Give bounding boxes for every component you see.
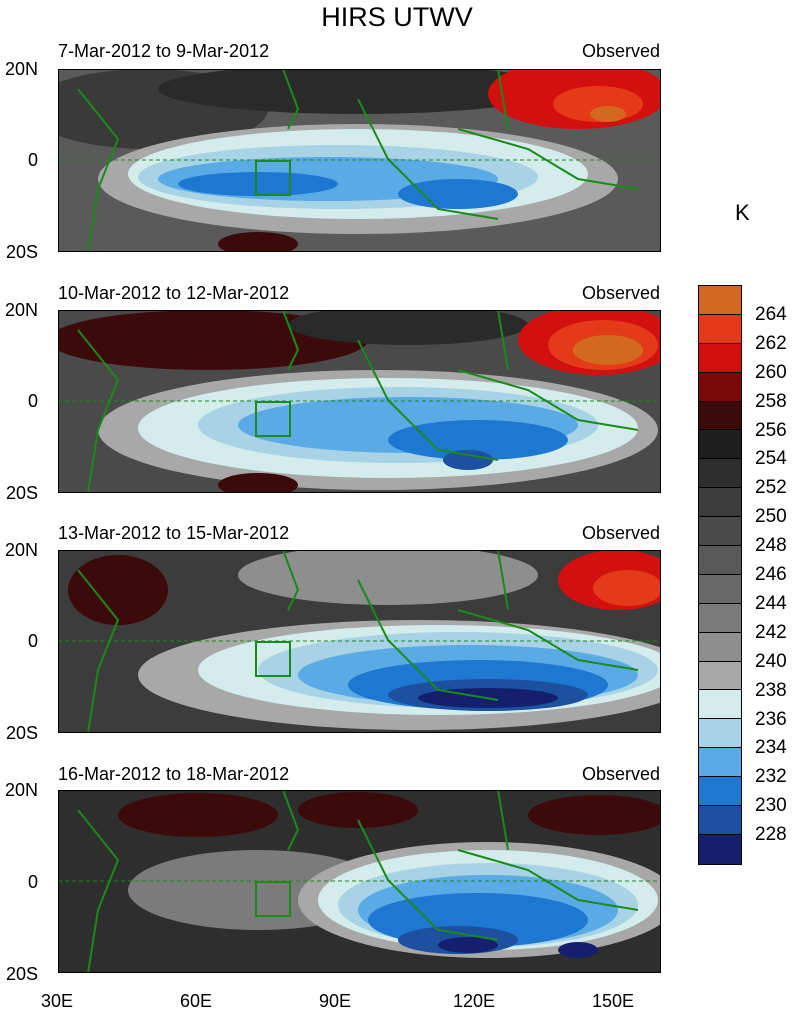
map-panel-2 [58, 310, 661, 493]
colorbar-level-label: 238 [755, 679, 787, 701]
colorbar-swatch [699, 632, 741, 662]
panel-4-lat-0: 0 [27, 872, 38, 892]
colorbar-level-label: 244 [755, 592, 787, 614]
panel-1-lat-20n: 20N [4, 59, 38, 79]
map-panel-1 [58, 69, 661, 252]
colorbar-swatch [699, 517, 741, 547]
colorbar-level-label: 228 [755, 824, 787, 846]
colorbar-level-label: 250 [755, 506, 787, 528]
colorbar [698, 285, 742, 865]
figure-title: HIRS UTWV [321, 2, 473, 32]
utwv-map-4 [58, 790, 661, 973]
colorbar-swatch [699, 459, 741, 489]
colorbar-swatch [699, 690, 741, 720]
panel-2-lat-0: 0 [27, 391, 38, 411]
colorbar-swatch [699, 574, 741, 604]
map-panel-4 [58, 790, 661, 973]
colorbar-level-label: 264 [755, 303, 787, 325]
colorbar-swatch [699, 777, 741, 807]
colorbar-swatch [699, 488, 741, 518]
panel-4-lat-20n: 20N [4, 780, 38, 800]
colorbar-level-label: 254 [755, 448, 787, 470]
utwv-map-3 [58, 550, 661, 733]
colorbar-swatch [699, 546, 741, 575]
panel-1-lat-0: 0 [27, 150, 38, 170]
panel-1-date-range: 7-Mar-2012 to 9-Mar-2012 [58, 41, 270, 61]
colorbar-swatch [699, 286, 741, 315]
colorbar-level-label: 258 [755, 390, 787, 412]
colorbar-swatch [699, 719, 741, 749]
colorbar-swatch [699, 748, 741, 778]
lon-label-120e: 120E [452, 991, 496, 1011]
colorbar-level-label: 262 [755, 332, 787, 354]
panel-3-lat-0: 0 [27, 631, 38, 651]
colorbar-level-label: 234 [755, 737, 787, 759]
colorbar-level-label: 230 [755, 795, 787, 817]
colorbar-swatch [699, 314, 741, 344]
lon-label-60e: 60E [179, 991, 213, 1011]
panel-1-tag: Observed [581, 41, 660, 61]
colorbar-swatch [699, 603, 741, 633]
panel-3-lat-20s: 20S [5, 723, 38, 743]
panel-4-tag: Observed [581, 764, 660, 784]
panel-1-lat-20s: 20S [5, 242, 38, 262]
colorbar-swatch [699, 430, 741, 460]
lon-label-90e: 90E [318, 991, 352, 1011]
colorbar-level-label: 256 [755, 419, 787, 441]
utwv-map-2 [58, 310, 661, 493]
colorbar-level-label: 246 [755, 564, 787, 585]
colorbar-swatch [699, 372, 741, 402]
map-panel-3 [58, 550, 661, 733]
colorbar-level-label: 252 [755, 477, 787, 499]
panel-4-date-range: 16-Mar-2012 to 18-Mar-2012 [58, 764, 290, 784]
panel-2-lat-20n: 20N [4, 300, 38, 320]
colorbar-level-label: 260 [755, 361, 787, 383]
panel-4-lat-20s: 20S [5, 964, 38, 984]
colorbar-swatch [699, 401, 741, 431]
lon-label-30e: 30E [40, 991, 74, 1011]
colorbar-level-label: 248 [755, 535, 787, 557]
colorbar-swatch [699, 806, 741, 835]
colorbar-swatch [699, 834, 741, 864]
utwv-map-1 [58, 69, 661, 252]
colorbar-swatch [699, 343, 741, 373]
panel-2-tag: Observed [581, 283, 660, 303]
colorbar-swatch [699, 661, 741, 691]
panel-3-tag: Observed [581, 523, 660, 543]
colorbar-level-label: 242 [755, 621, 787, 643]
colorbar-level-label: 240 [755, 650, 787, 672]
colorbar-level-label: 232 [755, 766, 787, 788]
panel-3-lat-20n: 20N [4, 540, 38, 560]
panel-3-date-range: 13-Mar-2012 to 15-Mar-2012 [58, 523, 290, 543]
panel-2-date-range: 10-Mar-2012 to 12-Mar-2012 [58, 283, 290, 303]
panel-2-lat-20s: 20S [5, 483, 38, 503]
colorbar-level-label: 236 [755, 708, 787, 730]
lon-label-150e: 150E [591, 991, 635, 1011]
colorbar-unit: K [735, 200, 750, 225]
